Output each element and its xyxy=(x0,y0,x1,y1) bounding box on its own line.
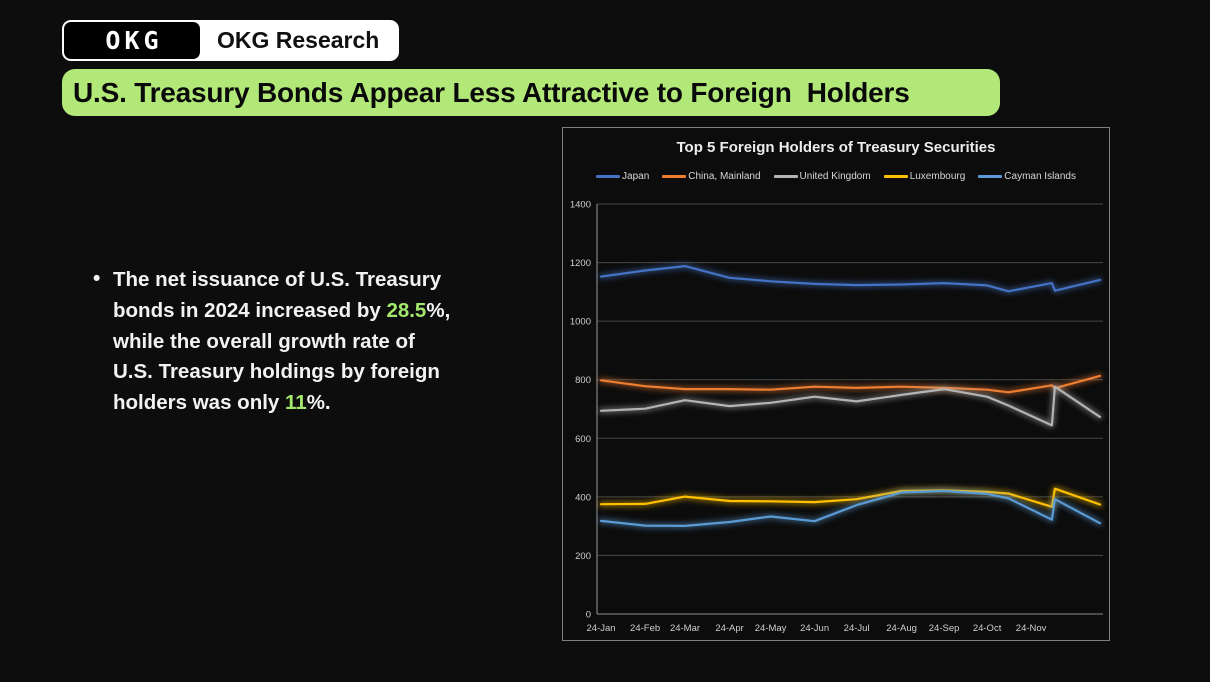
legend-swatch xyxy=(978,175,1003,178)
x-tick-label: 24-Jun xyxy=(800,623,829,634)
okg-logo-label: OKG Research xyxy=(217,27,380,53)
key-point-line: holders was only 11%. xyxy=(113,391,331,415)
page-title-bar: U.S. Treasury Bonds Appear Less Attracti… xyxy=(62,69,1000,116)
x-tick-label: 24-Feb xyxy=(630,623,660,634)
page-title: U.S. Treasury Bonds Appear Less Attracti… xyxy=(73,76,910,108)
okg-logo: OKG OKG Research xyxy=(62,20,400,61)
legend-label: China, Mainland xyxy=(688,171,761,182)
chart-legend: Japan China, Mainland United Kingdom Luxemb… xyxy=(563,171,1109,182)
bullet-marker: • xyxy=(93,267,101,290)
legend-label: Luxembourg xyxy=(909,171,966,182)
legend-item: Luxembourg xyxy=(883,171,966,182)
series-line-glow xyxy=(598,384,1103,428)
y-tick-label: 600 xyxy=(575,434,591,445)
x-tick-label: 24-Nov xyxy=(1016,623,1047,634)
key-point: • The net issuance of U.S. Treasury bond… xyxy=(93,265,523,419)
legend-swatch xyxy=(662,175,687,178)
series-line xyxy=(599,264,1102,293)
y-tick-label: 0 xyxy=(586,610,591,621)
okg-logo-mark-text: OKG xyxy=(105,26,163,55)
y-tick-label: 800 xyxy=(575,375,591,386)
highlight-value: 11 xyxy=(285,391,307,415)
y-tick-label: 400 xyxy=(575,492,591,503)
x-tick-label: 24-Jan xyxy=(586,623,615,634)
chart-panel: Top 5 Foreign Holders of Treasury Securi… xyxy=(562,127,1110,641)
okg-logo-mark: OKG xyxy=(64,22,200,59)
x-tick-label: 24-May xyxy=(755,623,787,634)
series-line xyxy=(599,385,1102,427)
key-point-line: U.S. Treasury holdings by foreign xyxy=(113,360,440,384)
legend-swatch xyxy=(773,175,798,178)
x-tick-label: 24-Mar xyxy=(670,623,700,634)
legend-label: United Kingdom xyxy=(799,171,871,182)
series-line xyxy=(599,374,1102,394)
legend-label: Cayman Islands xyxy=(1004,171,1076,182)
legend-swatch xyxy=(596,175,621,178)
legend-item: Cayman Islands xyxy=(978,171,1076,182)
x-tick-label: 24-Jul xyxy=(844,623,870,634)
key-point-line: The net issuance of U.S. Treasury xyxy=(113,268,442,291)
legend-label: Japan xyxy=(622,171,650,182)
y-tick-label: 1000 xyxy=(570,317,591,328)
legend-item: United Kingdom xyxy=(773,171,871,182)
x-tick-label: 24-Apr xyxy=(715,623,744,634)
legend-item: China, Mainland xyxy=(662,171,761,182)
x-tick-label: 24-Oct xyxy=(973,623,1002,634)
series-line xyxy=(599,489,1102,527)
y-tick-label: 1200 xyxy=(570,258,591,269)
x-tick-label: 24-Sep xyxy=(929,623,960,634)
y-tick-label: 200 xyxy=(575,551,591,562)
chart-plot: 0 200 400 600 800 1000 1200 1400 24-Jan 24-Feb 24-… xyxy=(570,200,1103,634)
key-point-text: The net issuance of U.S. Treasury bonds … xyxy=(113,265,523,419)
key-point-line: bonds in 2024 increased by 28.5%, xyxy=(113,298,451,322)
legend-swatch xyxy=(883,175,908,178)
y-tick-label: 1400 xyxy=(570,200,591,211)
x-tick-label: 24-Aug xyxy=(886,623,917,634)
legend-item: Japan xyxy=(596,171,649,182)
key-point-line: while the overall growth rate of xyxy=(113,329,415,353)
highlight-value: 28.5 xyxy=(386,298,427,322)
chart-title: Top 5 Foreign Holders of Treasury Securi… xyxy=(676,139,996,156)
series-line xyxy=(599,487,1102,508)
